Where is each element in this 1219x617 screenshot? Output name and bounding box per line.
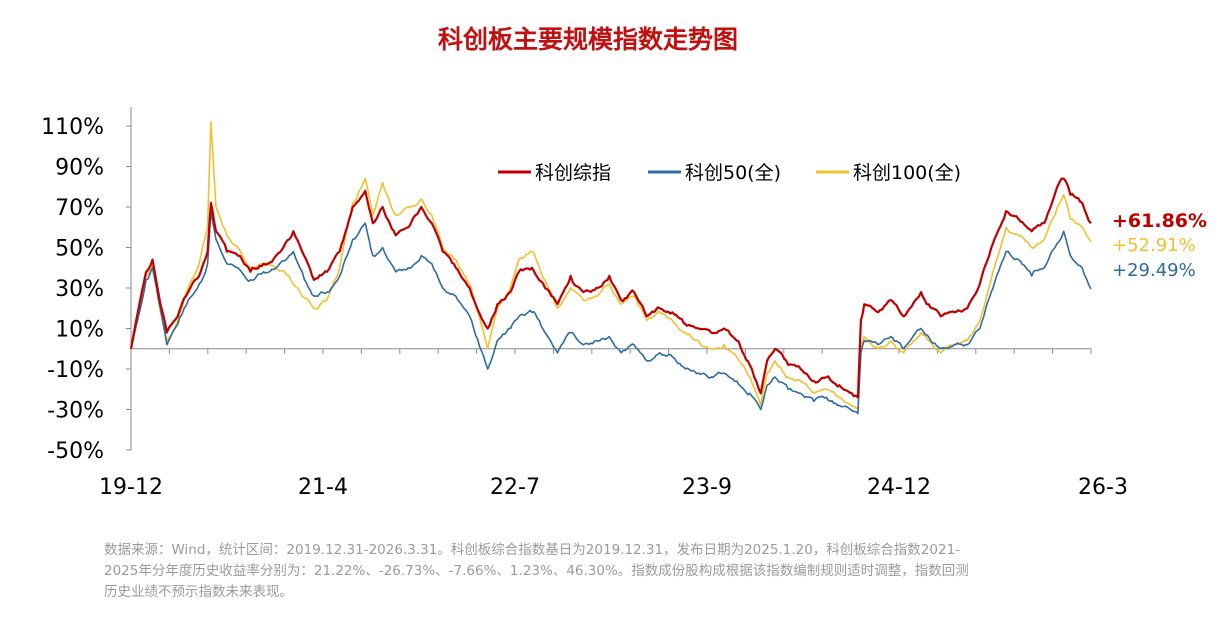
series-end-label: +61.86% <box>1112 210 1207 232</box>
legend-label: 科创50(全) <box>685 162 781 184</box>
footnote-line-3: 历史业绩不预示指数未来表现。 <box>104 584 293 600</box>
index-trend-chart: 110% 90% 70% 50% 30% 10% -10% -30% -50% 19-12 21-4… <box>41 107 1207 500</box>
y-tick-label: 90% <box>55 156 104 181</box>
footnote-line-1: 数据来源：Wind，统计区间：2019.12.31-2026.3.31。科创板综… <box>104 542 961 558</box>
series-line <box>130 210 1092 415</box>
legend-label: 科创100(全) <box>853 162 961 184</box>
chart-title: 科创板主要规模指数走势图 <box>437 25 738 54</box>
x-tick-label: 23-9 <box>682 475 732 500</box>
y-tick-label: 30% <box>55 277 104 302</box>
footnote-line-2: 2025年分年度历史收益率分别为：21.22%、-26.73%、-7.66%、1… <box>104 563 969 579</box>
series-end-label: +29.49% <box>1112 260 1196 281</box>
y-tick-label: -50% <box>47 439 104 464</box>
y-tick-label: 10% <box>55 318 104 343</box>
legend-label: 科创综指 <box>535 162 611 184</box>
footnote: 数据来源：Wind，统计区间：2019.12.31-2026.3.31。科创板综… <box>104 540 1114 603</box>
y-tick-label: -30% <box>47 399 104 424</box>
y-tick-label: -10% <box>47 358 104 383</box>
series-line <box>130 121 1092 411</box>
x-tick-label: 21-4 <box>298 475 348 500</box>
y-tick-label: 110% <box>41 115 104 140</box>
x-tick-label: 22-7 <box>490 475 540 500</box>
series-end-label: +52.91% <box>1112 235 1196 256</box>
x-tick-label: 19-12 <box>99 475 163 500</box>
x-tick-label: 26-3 <box>1078 475 1128 500</box>
series-line <box>129 177 1092 399</box>
y-tick-label: 70% <box>55 196 104 221</box>
y-tick-label: 50% <box>55 237 104 262</box>
x-tick-label: 24-12 <box>867 475 931 500</box>
